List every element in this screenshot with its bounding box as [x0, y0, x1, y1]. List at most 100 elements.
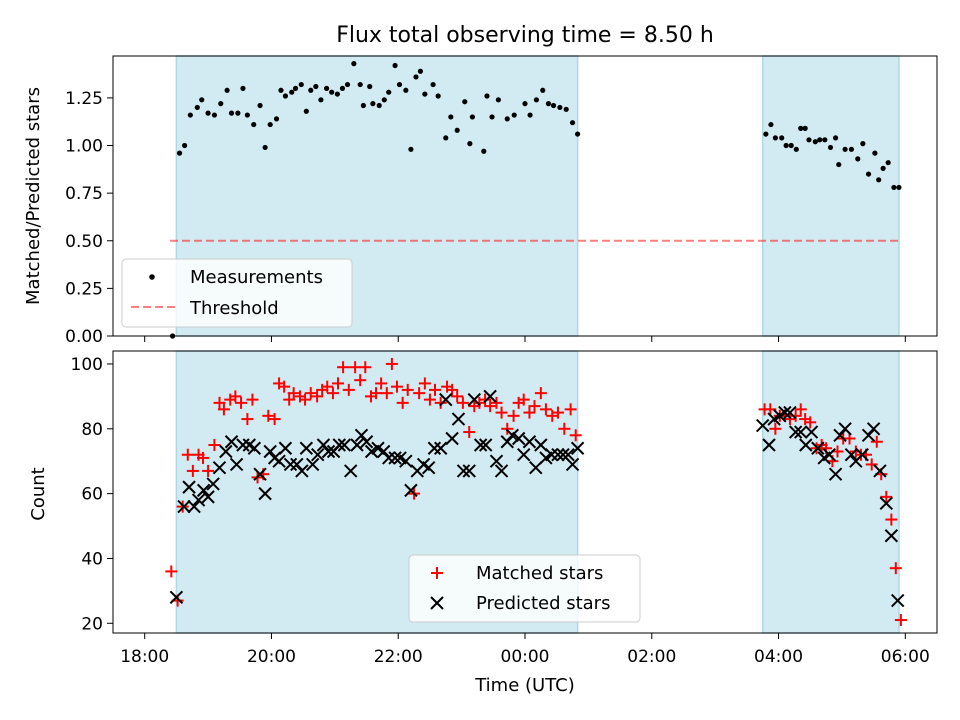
predicted-star-point	[272, 454, 286, 468]
legend-threshold-label: Threshold	[189, 298, 279, 319]
top-y-tick-label: 0.25	[65, 279, 103, 299]
matched-star-point	[197, 451, 210, 464]
predicted-star-point	[253, 467, 267, 481]
measurement-point	[860, 141, 866, 147]
measurement-point	[194, 104, 200, 111]
matched-star-point	[241, 413, 254, 426]
matched-star-point	[235, 396, 248, 409]
measurement-point	[832, 135, 839, 141]
measurement-point	[430, 81, 436, 88]
measurement-point	[240, 85, 246, 91]
predicted-star-point	[467, 392, 481, 407]
measurement-point	[282, 93, 289, 99]
predicted-star-point	[229, 457, 244, 472]
x-tick-label: 02:00	[627, 647, 676, 667]
matched-star-point	[401, 383, 414, 396]
matched-star-point	[507, 409, 520, 422]
matched-star-point	[534, 387, 547, 400]
measurement-point	[575, 131, 581, 137]
predicted-star-point	[794, 425, 808, 439]
matched-star-point	[523, 406, 536, 419]
predicted-star-point	[201, 490, 215, 504]
matched-star-point	[213, 396, 226, 409]
bottom-y-tick-label: 80	[81, 420, 103, 440]
top-legend: Measurements Threshold	[121, 258, 353, 328]
predicted-star-point	[511, 431, 526, 446]
matched-star-point	[794, 403, 807, 416]
matched-star-point	[278, 380, 291, 393]
predicted-star-point	[404, 483, 418, 498]
measurement-point	[205, 110, 211, 116]
predicted-star-point	[212, 460, 227, 475]
measurement-point	[827, 144, 834, 151]
top-x-ticks	[144, 336, 906, 342]
matched-star-point	[558, 422, 571, 435]
legend-matched-label: Matched stars	[476, 563, 603, 584]
measurement-point	[360, 102, 366, 109]
predicted-star-point	[534, 438, 548, 452]
matched-star-point	[342, 383, 355, 396]
matched-star-point	[789, 409, 802, 422]
matched-star-point	[569, 429, 582, 442]
measurement-point	[224, 87, 230, 93]
bottom-panel: 20 40 60 80 100 18:00 20:00 22:00 00:00 02:00 04:…	[28, 350, 938, 696]
predicted-star-point	[382, 451, 396, 465]
measurement-point	[344, 81, 351, 88]
matched-star-point	[769, 422, 782, 435]
measurement-point	[865, 171, 872, 177]
measurement-point	[484, 93, 490, 99]
measurement-point	[228, 110, 235, 116]
measurement-point	[768, 121, 774, 128]
predicted-star-point	[783, 405, 797, 420]
measurement-point	[334, 91, 340, 97]
bottom-band-1	[761, 350, 900, 634]
top-y-axis: 0.00 0.25 0.50 0.75 1.00 1.25	[65, 89, 113, 347]
measurement-point	[836, 161, 842, 168]
matched-star-point	[311, 390, 324, 403]
predicted-star-point	[762, 438, 776, 452]
predicted-star-point	[433, 441, 448, 455]
measurement-point	[257, 102, 263, 109]
matched-star-point	[517, 393, 530, 406]
measurement-point	[267, 121, 273, 128]
measurement-point	[817, 137, 823, 143]
measurement-point	[872, 150, 878, 156]
measurement-point	[842, 146, 848, 152]
bottom-y-tick-label: 20	[81, 614, 103, 634]
predicted-star-point	[544, 448, 559, 462]
matched-star-point	[870, 435, 883, 448]
predicted-star-point	[337, 438, 352, 452]
predicted-star-point	[196, 483, 211, 498]
matched-star-point	[539, 403, 552, 416]
predicted-star-point	[332, 438, 346, 452]
predicted-star-point	[191, 493, 206, 507]
predicted-star-point	[278, 441, 293, 455]
top-y-axis-label: Matched/Predicted stars	[23, 87, 44, 305]
matched-star-point	[413, 387, 426, 400]
legend-matched-marker	[431, 567, 443, 579]
measurement-point	[557, 104, 563, 111]
measurement-point	[251, 121, 257, 128]
bottom-y-tick-label: 60	[81, 485, 103, 505]
measurement-point	[469, 114, 475, 120]
x-tick-label: 20:00	[247, 647, 296, 667]
predicted-star-point	[462, 464, 476, 478]
measurement-point	[218, 101, 224, 107]
predicted-star-point	[439, 392, 453, 407]
predicted-star-point	[350, 438, 364, 452]
measurement-point	[392, 62, 398, 69]
measurement-point	[798, 125, 804, 131]
matched-star-point	[451, 390, 464, 403]
matched-star-point	[446, 383, 459, 396]
matched-star-point	[262, 409, 275, 422]
predicted-star-point	[364, 444, 379, 459]
measurement-point	[763, 131, 769, 137]
predicted-star-point	[283, 457, 298, 472]
measurement-point	[504, 116, 510, 122]
top-y-tick-label: 0.75	[65, 184, 103, 204]
top-y-tick-label: 1.25	[65, 89, 103, 109]
measurement-point	[793, 146, 799, 152]
matched-star-point	[418, 377, 431, 390]
matched-star-point	[456, 396, 469, 409]
